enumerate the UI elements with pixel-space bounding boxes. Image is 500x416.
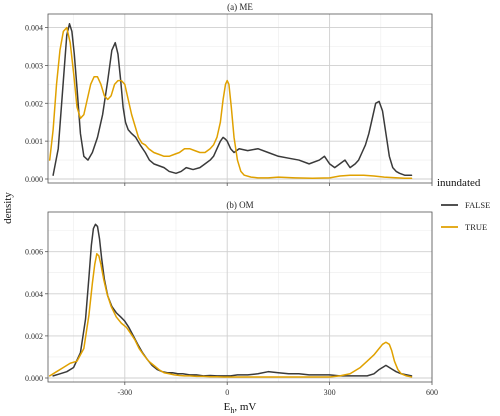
y-tick-label: 0.002: [25, 99, 43, 108]
x-axis-title: Eh, mV: [224, 401, 257, 415]
legend: inundated FALSE TRUE: [437, 177, 490, 232]
legend-label-false: FALSE: [465, 200, 490, 210]
x-tick-label: 600: [426, 388, 438, 397]
y-tick-label: 0.004: [25, 290, 43, 299]
panel-me: (a) ME 0.000 0.001 0.002 0.003 0.004: [25, 2, 433, 186]
series-line-false: [52, 223, 413, 377]
x-tick-label: 0: [225, 388, 229, 397]
panel-frame: [47, 13, 433, 184]
series-line-false: [52, 23, 413, 176]
panel-frame: [47, 211, 433, 383]
legend-label-true: TRUE: [465, 222, 487, 232]
panel-title: (a) ME: [227, 2, 253, 12]
legend-title: inundated: [437, 177, 481, 189]
y-axis-title: density: [2, 192, 14, 224]
y-tick-label: 0.003: [25, 61, 43, 70]
x-axis-title-subscript: h: [230, 406, 234, 415]
x-tick-label: -300: [117, 388, 132, 397]
x-axis-title-rest: , mV: [234, 401, 256, 413]
series-line-true: [48, 26, 413, 179]
x-axis-title-base: E: [224, 401, 231, 413]
x-axis: -300 0 300 600: [117, 388, 438, 397]
series-line-true: [48, 253, 413, 378]
y-tick-label: 0.001: [25, 137, 43, 146]
panel-om: (b) OM 0.000 0.002 0.004 0.006: [25, 200, 433, 385]
panel-title: (b) OM: [226, 200, 253, 210]
y-tick-label: 0.000: [25, 175, 43, 184]
y-tick-label: 0.002: [25, 332, 43, 341]
y-tick-label: 0.004: [25, 24, 43, 33]
x-tick-label: 300: [324, 388, 336, 397]
y-tick-label: 0.006: [25, 248, 43, 257]
y-tick-label: 0.000: [25, 374, 43, 383]
